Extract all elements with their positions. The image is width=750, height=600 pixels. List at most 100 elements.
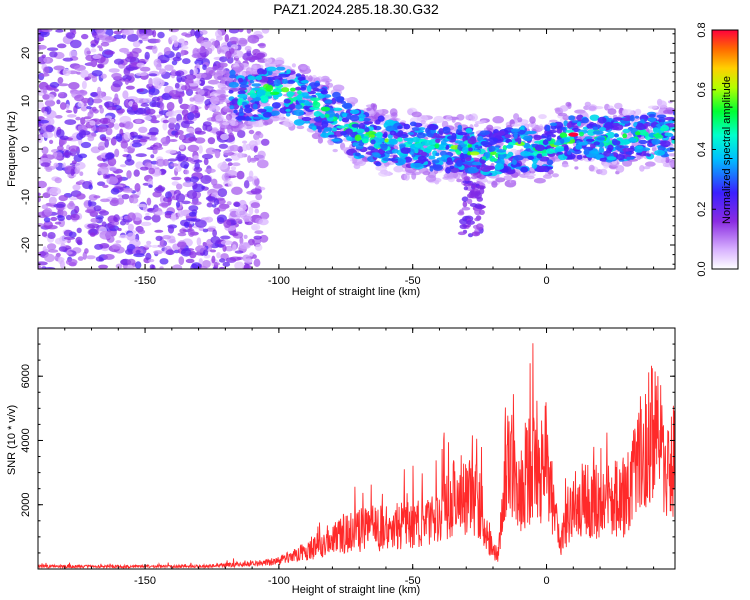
spectrogram-cell — [258, 218, 269, 226]
spectrogram-cell — [203, 249, 209, 256]
spectrogram-cell — [175, 201, 181, 208]
spectrogram-cell — [132, 139, 141, 144]
spectrogram-cell — [488, 145, 496, 152]
spectrogram-cell — [604, 122, 613, 129]
spectrogram-cell — [38, 223, 44, 227]
spectrogram-cell — [97, 86, 102, 95]
spectrogram-cell — [150, 136, 158, 142]
spectrogram-cell — [40, 73, 50, 77]
spectrogram-cell — [291, 63, 296, 68]
spectrogram-cell — [165, 191, 172, 199]
spectrogram-cell — [362, 138, 369, 144]
spectrogram-cell — [211, 116, 217, 122]
spectrogram-cell — [255, 75, 262, 81]
spectrogram-cell — [162, 122, 168, 131]
spectrogram-cell — [412, 157, 419, 160]
spectrogram-cell — [145, 108, 156, 115]
spectrogram-cell — [238, 29, 244, 33]
spectrogram-cell — [214, 89, 226, 94]
spectrogram-cell — [182, 181, 194, 188]
spectrogram-cell — [317, 137, 323, 144]
spectrogram-cell — [154, 211, 166, 216]
spectrogram-cell — [150, 154, 155, 159]
spectrogram-cell — [559, 132, 568, 139]
spectrogram-cell — [125, 56, 137, 63]
spectrogram-cell — [216, 214, 227, 223]
spectrogram-cell — [549, 119, 558, 123]
spectrogram-cell — [297, 76, 306, 81]
spectrogram-cell — [588, 164, 595, 172]
spectrogram-cell — [136, 62, 145, 68]
spectrogram-cell — [91, 70, 103, 77]
spectrogram-cell — [68, 145, 80, 152]
spectrogram-cell — [101, 136, 107, 142]
spectrogram-cell — [151, 114, 157, 123]
spectrogram-cell — [135, 249, 141, 254]
spectrogram-cell — [237, 90, 246, 95]
spectrogram-cell — [85, 209, 96, 214]
spectrogram-cell — [237, 152, 245, 159]
spectrogram-cell — [80, 69, 89, 79]
spectrogram-cell — [208, 104, 221, 112]
spectrogram-cell — [657, 100, 667, 108]
spectrogram-cell — [222, 122, 230, 126]
spectrogram-cell — [211, 41, 219, 46]
spectrogram-cell — [393, 165, 404, 173]
spectrogram-cell — [225, 113, 233, 121]
spectrogram-cell — [127, 223, 134, 232]
spectrogram-cell — [235, 115, 246, 121]
spectrogram-cell — [185, 258, 195, 264]
spectrogram-cell — [189, 97, 195, 102]
spectrogram-cell — [69, 50, 78, 59]
spectrogram-cell — [200, 175, 212, 184]
spectrogram-cell — [189, 69, 194, 76]
spectrogram-cell — [67, 202, 76, 210]
spectrogram-cell — [665, 155, 670, 164]
spectrogram-cell — [68, 82, 80, 90]
spectrogram-cell — [615, 165, 625, 173]
spectrogram-cell — [260, 211, 270, 220]
spectrogram-cell — [536, 153, 543, 159]
spectrogram-cell — [220, 133, 229, 141]
spectrogram-cell — [104, 138, 109, 148]
colorbar-tick-label: 0.4 — [696, 142, 708, 157]
spectrogram-cell — [556, 151, 564, 155]
spectrogram-cell — [352, 142, 359, 147]
spectrogram-cell — [229, 69, 236, 76]
spectrogram-cell — [242, 143, 248, 152]
spectrogram-cell — [134, 183, 141, 192]
spectrogram-cell — [562, 115, 571, 121]
spectrogram-cell — [168, 89, 180, 97]
spectrogram-cell — [210, 38, 216, 42]
spectrogram-cell — [108, 68, 120, 73]
spectrogram-cell — [124, 159, 135, 166]
spectrogram-cell — [611, 138, 618, 146]
spectrogram-cell — [236, 170, 245, 180]
spectrogram-cell — [172, 56, 182, 62]
spectrogram-cell — [233, 109, 238, 114]
spectrogram-cell — [113, 123, 120, 130]
spectrogram-cell — [59, 135, 69, 140]
spectrogram-cell — [253, 133, 260, 141]
spectrogram-cell — [97, 181, 106, 186]
spectrogram-cell — [320, 114, 326, 119]
spectrogram-cell — [104, 174, 110, 179]
spectrogram-cell — [41, 29, 53, 33]
spectrogram-cell — [237, 77, 244, 83]
spectrogram-cell — [143, 215, 152, 221]
spectrogram-cell — [77, 102, 85, 108]
spectrogram-cell — [560, 138, 565, 145]
spectrogram-cell — [295, 73, 302, 77]
spectrogram-cell — [420, 119, 426, 125]
spectrogram-cell — [176, 241, 187, 248]
spectrogram-cell — [151, 101, 162, 108]
spectrogram-cell — [517, 117, 523, 123]
spectrogram-cell — [603, 150, 612, 157]
spectrogram-cell — [310, 97, 321, 102]
spectrogram-cell — [190, 87, 201, 91]
spectrogram-cell — [55, 29, 64, 33]
spectrogram-cell — [43, 111, 48, 117]
spectrogram-cell — [127, 212, 136, 221]
spectrogram-cell — [40, 162, 51, 167]
spectrogram-cell — [407, 138, 413, 145]
